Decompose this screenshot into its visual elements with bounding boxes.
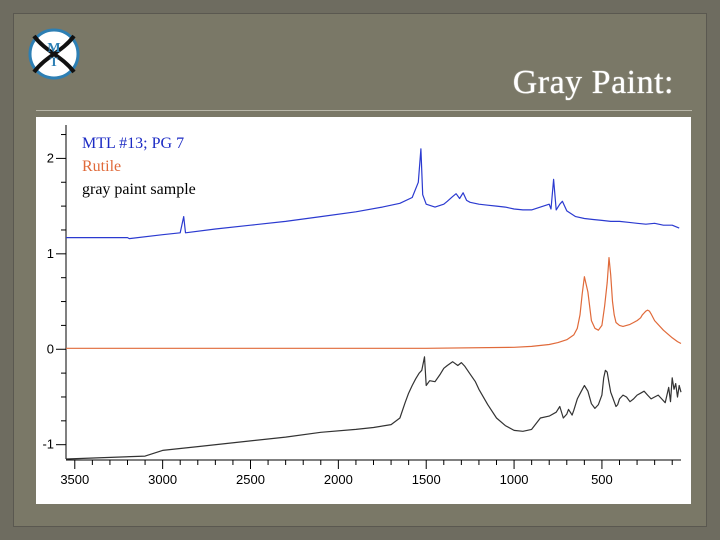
- mti-logo-icon: M T: [28, 28, 80, 80]
- legend-entry-0: MTL #13; PG 7: [82, 135, 184, 152]
- x-tick-label: 500: [591, 472, 613, 487]
- x-tick-label: 2500: [236, 472, 265, 487]
- legend-entry-2: gray paint sample: [82, 181, 196, 198]
- svg-text:M: M: [47, 41, 60, 56]
- legend-entry-1: Rutile: [82, 158, 121, 175]
- svg-text:T: T: [50, 54, 59, 69]
- y-tick-label: 0: [47, 341, 54, 356]
- x-tick-label: 3000: [148, 472, 177, 487]
- spectrum-chart: 2 1 0 -1 3500 3000 2500 2000 1500 1000 500 MTL #13;…: [42, 125, 682, 487]
- series-line-2: [65, 356, 682, 460]
- title-divider: [36, 110, 692, 111]
- slide-title: Gray Paint:: [512, 64, 674, 101]
- x-tick-label: 3500: [60, 472, 89, 487]
- x-tick-label: 2000: [324, 472, 353, 487]
- y-tick-label: 2: [47, 150, 54, 165]
- series-line-1: [66, 257, 682, 349]
- series-line-0: [66, 148, 680, 240]
- x-tick-label: 1500: [412, 472, 441, 487]
- y-tick-label: 1: [47, 246, 54, 261]
- y-tick-label: -1: [42, 437, 54, 452]
- x-tick-label: 1000: [500, 472, 529, 487]
- chart-panel: 2 1 0 -1 3500 3000 2500 2000 1500 1000 500 MTL #13;…: [36, 117, 691, 504]
